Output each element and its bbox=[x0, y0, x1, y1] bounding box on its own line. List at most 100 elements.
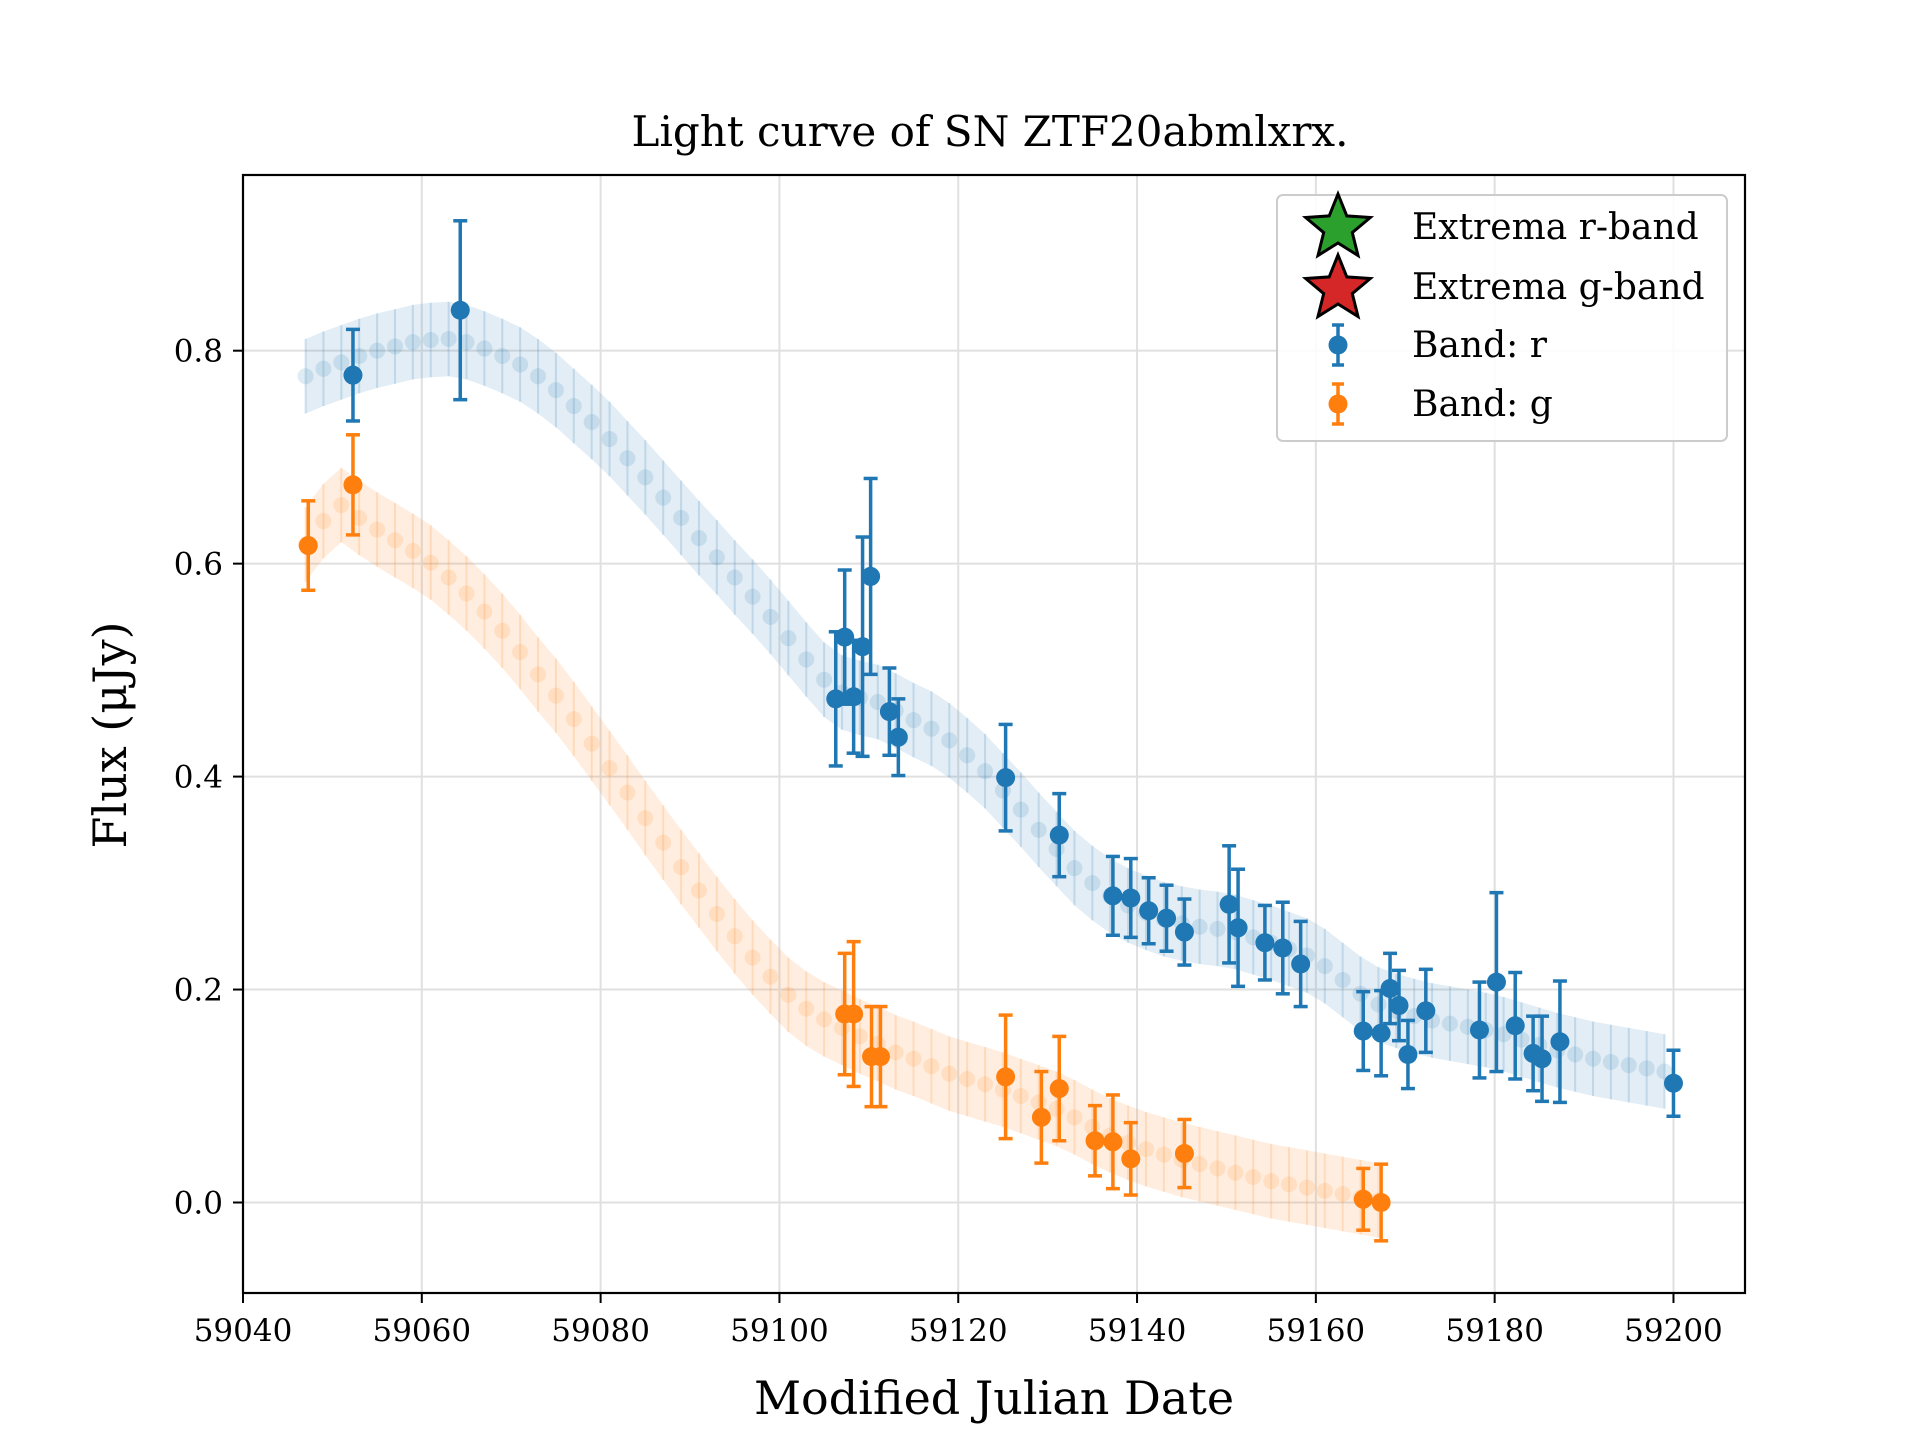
data-point bbox=[1255, 933, 1275, 953]
model-point bbox=[1263, 1173, 1280, 1190]
model-point bbox=[547, 382, 564, 399]
model-point bbox=[351, 509, 368, 526]
model-point bbox=[1334, 1185, 1351, 1202]
model-point bbox=[494, 622, 511, 639]
legend-dot bbox=[1328, 335, 1348, 355]
model-point bbox=[297, 368, 314, 385]
model-point bbox=[404, 542, 421, 559]
model-point bbox=[1137, 1141, 1154, 1158]
model-point bbox=[1227, 1164, 1244, 1181]
data-point bbox=[1550, 1032, 1570, 1052]
model-point bbox=[333, 497, 350, 514]
model-point bbox=[941, 732, 958, 749]
data-point bbox=[996, 1067, 1016, 1087]
model-point bbox=[440, 330, 457, 347]
data-point bbox=[343, 475, 363, 495]
model-uncertainty-band bbox=[305, 467, 1379, 1238]
model-point bbox=[887, 1044, 904, 1061]
errorbar-marker-icon-orange bbox=[1328, 382, 1348, 426]
model-point bbox=[583, 414, 600, 431]
chart-title: Light curve of SN ZTF20abmlxrx. bbox=[632, 107, 1349, 156]
errorbar-marker-icon-blue bbox=[1328, 323, 1348, 367]
model-point bbox=[476, 340, 493, 357]
model-point bbox=[977, 763, 994, 780]
model-bands bbox=[297, 301, 1673, 1238]
y-tick-label: 0.4 bbox=[174, 760, 223, 796]
data-points bbox=[298, 219, 1683, 1243]
model-point bbox=[386, 338, 403, 355]
legend-item-extrema-g: Extrema g-band bbox=[1301, 250, 1705, 320]
x-tick-label: 59200 bbox=[1624, 1313, 1723, 1349]
data-point bbox=[879, 702, 899, 722]
model-point bbox=[458, 585, 475, 602]
data-point bbox=[835, 627, 855, 647]
model-point bbox=[708, 905, 725, 922]
model-point bbox=[404, 334, 421, 351]
model-point bbox=[619, 450, 636, 467]
legend-item-band-g: Band: g bbox=[1328, 382, 1553, 426]
model-point bbox=[726, 569, 743, 586]
model-point bbox=[726, 928, 743, 945]
model-point bbox=[1620, 1057, 1637, 1074]
legend-label-extrema-r: Extrema r-band bbox=[1412, 207, 1699, 248]
legend-dot bbox=[1328, 394, 1348, 414]
model-point bbox=[780, 630, 797, 647]
star-icon-red bbox=[1301, 250, 1375, 320]
plot-area-frame bbox=[241, 173, 1747, 1295]
y-tick-label: 0.0 bbox=[174, 1185, 223, 1221]
data-point bbox=[1371, 1023, 1391, 1043]
data-point bbox=[1398, 1044, 1418, 1064]
data-point bbox=[1031, 1107, 1051, 1127]
model-point bbox=[369, 342, 386, 359]
data-point bbox=[298, 536, 318, 556]
model-point bbox=[780, 986, 797, 1003]
model-point bbox=[1298, 1179, 1315, 1196]
legend-label-band-g: Band: g bbox=[1412, 384, 1553, 425]
model-point bbox=[798, 651, 815, 668]
model-point bbox=[816, 1011, 833, 1028]
model-point bbox=[1245, 1168, 1262, 1185]
data-point bbox=[861, 566, 881, 586]
model-point bbox=[494, 348, 511, 365]
model-point bbox=[1316, 1182, 1333, 1199]
model-point bbox=[351, 348, 368, 365]
star-marker bbox=[1301, 189, 1375, 259]
model-point bbox=[565, 711, 582, 728]
data-point bbox=[1291, 954, 1311, 974]
model-point bbox=[690, 530, 707, 547]
model-point bbox=[905, 712, 922, 729]
model-point bbox=[1441, 1015, 1458, 1032]
data-point bbox=[1049, 1079, 1069, 1099]
x-tick-label: 59120 bbox=[909, 1313, 1008, 1349]
model-point bbox=[547, 687, 564, 704]
model-point bbox=[851, 1028, 868, 1045]
model-point bbox=[1012, 1088, 1029, 1105]
legend-box bbox=[1276, 194, 1728, 442]
data-point bbox=[1174, 922, 1194, 942]
data-point bbox=[870, 1047, 890, 1067]
star-marker bbox=[1301, 250, 1375, 320]
data-point bbox=[1416, 1001, 1436, 1021]
legend-item-extrema-r: Extrema r-band bbox=[1301, 189, 1699, 259]
model-point bbox=[315, 360, 332, 377]
model-point bbox=[655, 489, 672, 506]
model-point bbox=[816, 671, 833, 688]
model-point bbox=[762, 968, 779, 985]
legend-item-band-r: Band: r bbox=[1328, 323, 1548, 367]
model-point bbox=[744, 949, 761, 966]
x-axis-label: Modified Julian Date bbox=[754, 1371, 1234, 1425]
model-point bbox=[1209, 920, 1226, 937]
data-point bbox=[1469, 1020, 1489, 1040]
data-point bbox=[1139, 901, 1159, 921]
model-point bbox=[959, 747, 976, 764]
data-point bbox=[1103, 886, 1123, 906]
model-point bbox=[1567, 1046, 1584, 1063]
data-point bbox=[1085, 1131, 1105, 1151]
model-point bbox=[762, 608, 779, 625]
model-point bbox=[601, 431, 618, 448]
data-point bbox=[1228, 918, 1248, 938]
model-point bbox=[530, 368, 547, 385]
model-point bbox=[1048, 1100, 1065, 1117]
data-point bbox=[1353, 1189, 1373, 1209]
